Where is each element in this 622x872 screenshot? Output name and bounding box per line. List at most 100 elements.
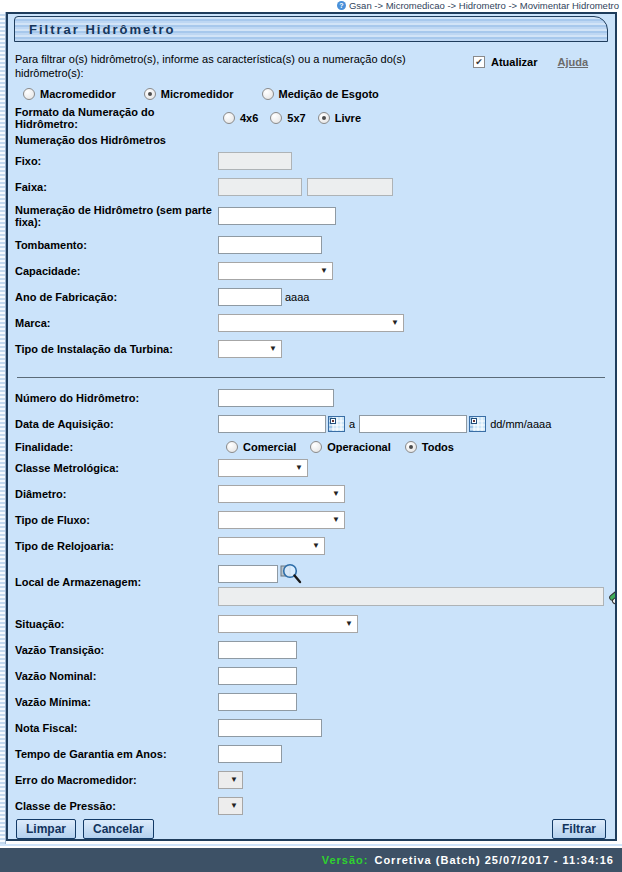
radio-comercial-circle[interactable]	[226, 441, 238, 453]
data-aquisicao-hint: dd/mm/aaaa	[490, 418, 551, 430]
num-sem-fixa-label: Numeração de Hidrômetro (sem parte fixa)…	[15, 204, 218, 228]
vazao-minima-label: Vazão Mínima:	[15, 696, 218, 708]
radio-micromedidor-circle[interactable]	[144, 88, 156, 100]
erro-macromedidor-label: Erro do Macromedidor:	[15, 774, 218, 786]
atualizar-checkbox[interactable]	[473, 56, 485, 68]
radio-operacional-circle[interactable]	[310, 441, 322, 453]
ajuda-link[interactable]: Ajuda	[557, 56, 588, 68]
radio-5x7-label: 5x7	[287, 112, 305, 124]
breadcrumb: ? Gsan -> Micromedicao -> Hidrometro -> …	[0, 0, 619, 11]
num-sem-fixa-input[interactable]	[218, 207, 336, 225]
marca-select[interactable]: ▼	[218, 314, 404, 332]
chevron-down-icon: ▼	[312, 542, 320, 550]
vazao-nominal-label: Vazão Nominal:	[15, 670, 218, 682]
limpar-button[interactable]: Limpar	[16, 819, 76, 839]
help-icon[interactable]: ?	[337, 1, 346, 10]
radio-micromedidor[interactable]: Micromedidor	[144, 88, 234, 100]
radio-medicao-esgoto-circle[interactable]	[262, 88, 274, 100]
diametro-label: Diâmetro:	[15, 488, 218, 500]
numero-hidrometro-input[interactable]	[218, 389, 334, 407]
classe-metrologica-select[interactable]: ▼	[218, 459, 308, 477]
turbina-select[interactable]: ▼	[218, 340, 282, 358]
faixa-input-2	[307, 178, 393, 196]
turbina-label: Tipo de Instalação da Turbina:	[15, 343, 218, 355]
radio-micromedidor-label: Micromedidor	[161, 88, 234, 100]
numeracao-header: Numeração dos Hidrômetros	[15, 134, 166, 146]
chevron-down-icon: ▼	[345, 620, 353, 628]
filtrar-button[interactable]: Filtrar	[552, 819, 606, 839]
radio-5x7-circle[interactable]	[270, 112, 282, 124]
radio-livre-label: Livre	[335, 112, 361, 124]
radio-medicao-esgoto[interactable]: Medição de Esgoto	[262, 88, 379, 100]
tombamento-input[interactable]	[218, 236, 322, 254]
cancelar-button[interactable]: Cancelar	[83, 819, 154, 839]
radio-formato-4x6[interactable]: 4x6	[223, 112, 258, 124]
atualizar-label: Atualizar	[491, 56, 537, 68]
radio-macromedidor[interactable]: Macromedidor	[23, 88, 116, 100]
tipo-fluxo-select[interactable]: ▼	[218, 511, 345, 529]
ano-fabricacao-hint: aaaa	[285, 291, 309, 303]
footer-version-bar: Versão: Corretiva (Batch) 25/07/2017 - 1…	[0, 848, 622, 872]
situacao-label: Situação:	[15, 618, 218, 630]
marca-label: Marca:	[15, 317, 218, 329]
nota-fiscal-label: Nota Fiscal:	[15, 722, 218, 734]
classe-pressao-label: Classe de Pressão:	[15, 800, 218, 812]
classe-pressao-select[interactable]: ▼	[218, 797, 243, 815]
vazao-nominal-input[interactable]	[218, 667, 297, 685]
radio-medicao-esgoto-label: Medição de Esgoto	[279, 88, 379, 100]
calendar-icon[interactable]	[469, 416, 486, 432]
radio-todos-circle[interactable]	[405, 441, 417, 453]
nota-fiscal-input[interactable]	[218, 719, 322, 737]
version-label: Versão:	[322, 854, 369, 866]
vazao-transicao-label: Vazão Transição:	[15, 644, 218, 656]
fixo-input	[218, 152, 292, 170]
calendar-icon[interactable]	[328, 416, 345, 432]
radio-comercial-label: Comercial	[243, 441, 296, 453]
radio-4x6-label: 4x6	[240, 112, 258, 124]
faixa-label: Faixa:	[15, 181, 218, 193]
radio-4x6-circle[interactable]	[223, 112, 235, 124]
vazao-minima-input[interactable]	[218, 693, 297, 711]
capacidade-select[interactable]: ▼	[218, 262, 333, 280]
radio-comercial[interactable]: Comercial	[226, 441, 296, 453]
filter-panel: Filtrar Hidrômetro Para filtrar o(s) hid…	[6, 12, 617, 841]
version-value: Corretiva (Batch) 25/07/2017 - 11:34:16	[374, 854, 614, 866]
local-armazenagem-label: Local de Armazenagem:	[15, 563, 218, 588]
chevron-down-icon: ▼	[391, 319, 399, 327]
section-divider	[17, 377, 605, 378]
diametro-select[interactable]: ▼	[218, 485, 345, 503]
eraser-icon[interactable]	[608, 586, 615, 606]
numero-hidrometro-label: Número do Hidrômetro:	[15, 392, 218, 404]
ano-fabricacao-label: Ano de Fabricação:	[15, 291, 218, 303]
ano-fabricacao-input[interactable]	[218, 288, 282, 306]
local-armazenagem-description	[218, 587, 604, 606]
radio-operacional[interactable]: Operacional	[310, 441, 391, 453]
data-aquisicao-inicio-input[interactable]	[218, 415, 326, 433]
local-armazenagem-code-input[interactable]	[218, 565, 278, 583]
tipo-relojoaria-select[interactable]: ▼	[218, 537, 325, 555]
data-aquisicao-label: Data de Aquisição:	[15, 418, 218, 430]
tombamento-label: Tombamento:	[15, 239, 218, 251]
erro-macromedidor-select[interactable]: ▼	[218, 771, 243, 789]
chevron-down-icon: ▼	[269, 345, 277, 353]
intro-text: Para filtrar o(s) hidrômetro(s), informe…	[15, 52, 455, 80]
tipo-fluxo-label: Tipo de Fluxo:	[15, 514, 218, 526]
radio-operacional-label: Operacional	[327, 441, 391, 453]
radio-macromedidor-label: Macromedidor	[40, 88, 116, 100]
radio-todos[interactable]: Todos	[405, 441, 454, 453]
chevron-down-icon: ▼	[230, 802, 238, 810]
tipo-relojoaria-label: Tipo de Relojoaria:	[15, 540, 218, 552]
tempo-garantia-input[interactable]	[218, 745, 282, 763]
situacao-select[interactable]: ▼	[218, 615, 358, 633]
vazao-transicao-input[interactable]	[218, 641, 297, 659]
radio-macromedidor-circle[interactable]	[23, 88, 35, 100]
data-aquisicao-fim-input[interactable]	[359, 415, 467, 433]
form-content: Para filtrar o(s) hidrômetro(s), informe…	[8, 42, 615, 839]
search-icon[interactable]	[280, 563, 302, 584]
page-title: Filtrar Hidrômetro	[14, 16, 608, 42]
faixa-input-1	[218, 178, 302, 196]
radio-livre-circle[interactable]	[318, 112, 330, 124]
radio-formato-5x7[interactable]: 5x7	[270, 112, 305, 124]
chevron-down-icon: ▼	[230, 776, 238, 784]
radio-formato-livre[interactable]: Livre	[318, 112, 361, 124]
